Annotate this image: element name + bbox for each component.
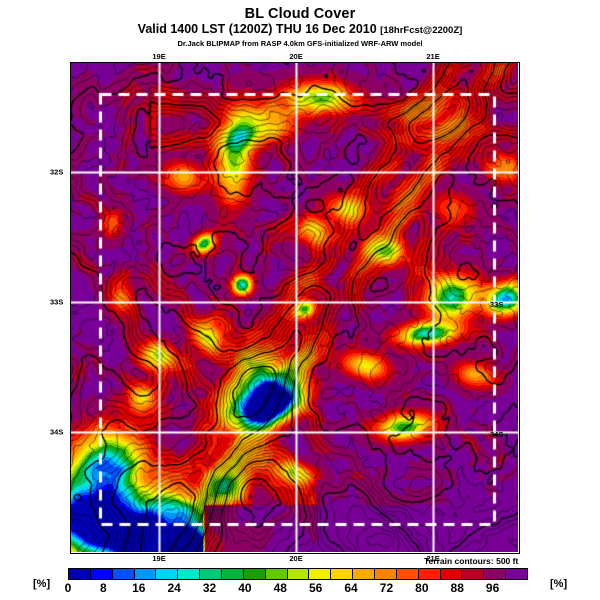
colorbar-swatch-9	[264, 569, 287, 579]
colorbar-tick-16: 16	[132, 581, 146, 595]
colorbar-tick-64: 64	[344, 581, 358, 595]
forecast-tag: [18hrFcst@2200Z]	[380, 25, 463, 36]
colorbar-swatch-10	[286, 569, 309, 579]
unit-label-right: [%]	[550, 578, 568, 590]
colorbar-swatch-4	[155, 569, 178, 579]
colorbar-swatch-6	[199, 569, 222, 579]
colorbar-block: [%] [%] Terrain contours: 500 ft 0 8 16 24 3…	[0, 556, 600, 600]
unit-label-left: [%]	[33, 578, 51, 590]
colorbar-tick-48: 48	[273, 581, 287, 595]
colorbar-tick-40: 40	[238, 581, 252, 595]
colorbar-tick-32: 32	[202, 581, 217, 595]
lon-label-top-21E: 21E	[426, 52, 440, 61]
title-block: BL Cloud Cover Valid 1400 LST (1200Z) TH…	[0, 6, 600, 49]
valid-time-text: Valid 1400 LST (1200Z) THU 16 Dec 2010	[137, 22, 377, 36]
lat-label-left-32S: 32S	[50, 167, 64, 177]
lon-label-bottom-21E: 21E	[426, 554, 440, 563]
colorbar-swatch-16	[417, 569, 440, 579]
colorbar-swatch-11	[308, 569, 331, 579]
colorbar-tick-0: 0	[64, 581, 72, 595]
colorbar-tick-56: 56	[309, 581, 323, 595]
colorbar-swatch-3	[133, 569, 156, 579]
colorbar-swatch-13	[352, 569, 375, 579]
colorbar-swatch-18	[461, 569, 484, 579]
colorbar-swatches[interactable]	[68, 568, 528, 580]
model-attribution: Dr.Jack BLIPMAP from RASP 4.0km GFS-init…	[177, 39, 423, 48]
colorbar-swatch-8	[242, 569, 265, 579]
map-overlay-contours-grid	[70, 62, 518, 552]
colorbar-tick-88: 88	[450, 581, 464, 595]
colorbar-swatch-14	[374, 569, 396, 579]
valid-time-line: Valid 1400 LST (1200Z) THU 16 Dec 2010 […	[0, 22, 600, 38]
colorbar-swatch-12	[330, 569, 353, 579]
colorbar-tick-8: 8	[100, 581, 107, 595]
colorbar-swatch-20	[505, 569, 528, 579]
colorbar-swatch-5	[177, 569, 200, 579]
colorbar-tick-80: 80	[415, 581, 429, 595]
lat-label-right-34S: 34S	[490, 430, 504, 440]
terrain-contour-note: Terrain contours: 500 ft	[424, 556, 519, 566]
lat-label-right-33S: 33S	[490, 300, 504, 310]
colorbar-swatch-7	[221, 569, 243, 579]
lon-label-bottom-20E: 20E	[289, 554, 303, 563]
colorbar-swatch-0	[69, 569, 90, 579]
colorbar-swatch-1	[89, 569, 112, 579]
colorbar-swatch-15	[395, 569, 418, 579]
page-title: BL Cloud Cover	[244, 6, 356, 22]
lon-label-top-20E: 20E	[289, 52, 303, 61]
lon-label-bottom-19E: 19E	[152, 554, 166, 563]
map-panel[interactable]	[70, 62, 518, 552]
colorbar-tick-24: 24	[167, 581, 181, 595]
colorbar-swatch-2	[111, 569, 134, 579]
lon-label-top-19E: 19E	[152, 52, 166, 61]
colorbar-swatch-19	[483, 569, 506, 579]
lat-label-left-33S: 33S	[50, 297, 64, 307]
lat-label-left-34S: 34S	[50, 427, 64, 437]
colorbar-tick-96: 96	[485, 581, 500, 595]
colorbar-tick-72: 72	[379, 581, 394, 595]
colorbar-swatch-17	[439, 569, 462, 579]
